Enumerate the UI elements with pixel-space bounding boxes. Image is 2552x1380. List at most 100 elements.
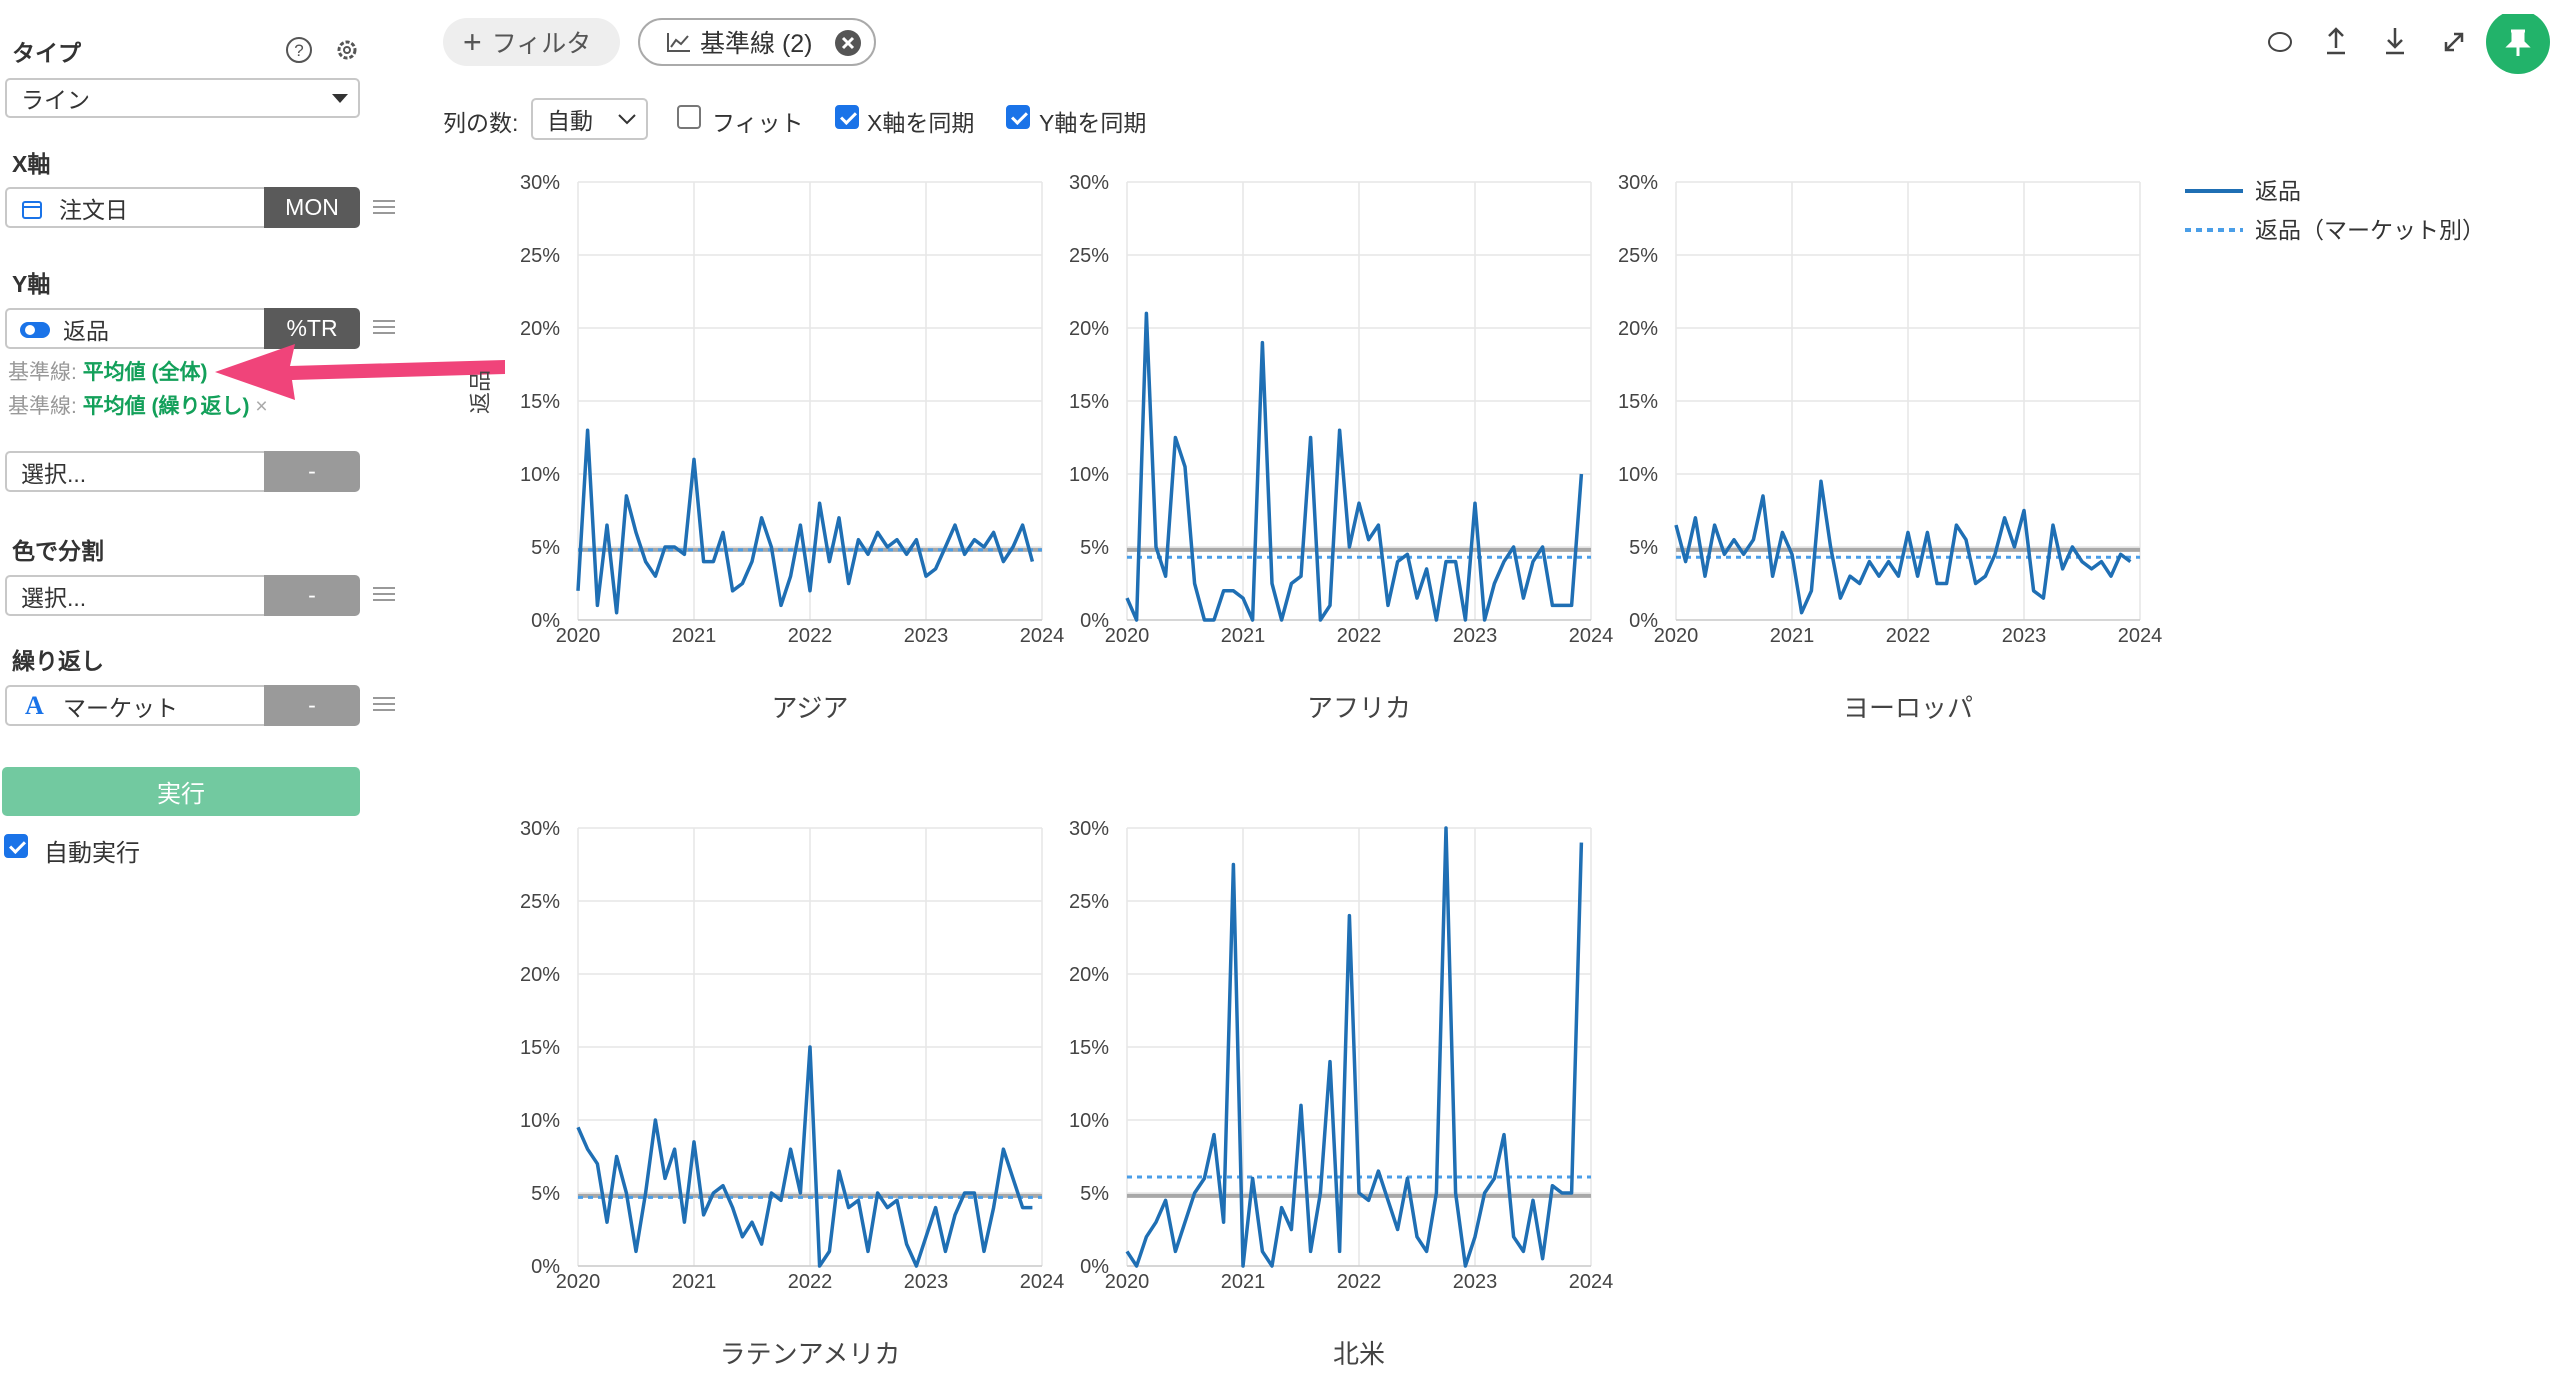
x-tick-label: 2020 [1105, 625, 1150, 647]
repeat-field[interactable]: A マーケット [5, 685, 267, 726]
y-tick-label: 25% [1069, 891, 1109, 913]
y-tick-label: 10% [1618, 464, 1658, 486]
y-tick-label: 30% [520, 172, 560, 194]
chart-title: アジア [772, 693, 849, 723]
comment-icon[interactable] [2268, 32, 2292, 52]
y-tick-label: 0% [531, 610, 560, 632]
y-tick-label: 20% [1069, 318, 1109, 340]
y-tick-label: 0% [1080, 1256, 1109, 1278]
x-tick-label: 2020 [556, 1271, 601, 1293]
x-tick-label: 2023 [1453, 1271, 1498, 1293]
x-tick-label: 2023 [1453, 625, 1498, 647]
x-tick-label: 2024 [1020, 625, 1065, 647]
x-tick-label: 2023 [2002, 625, 2047, 647]
y-tick-label: 15% [520, 391, 560, 413]
baseline-value[interactable]: 平均値 (繰り返し) [82, 395, 250, 418]
filter-label: フィルタ [491, 30, 592, 58]
menu-icon[interactable] [373, 320, 395, 334]
y-tick-label: 25% [520, 891, 560, 913]
data-line [1674, 479, 2132, 615]
remove-icon[interactable]: × [255, 395, 268, 418]
auto-run-label: 自動実行 [44, 840, 140, 867]
x-tick-label: 2021 [1770, 625, 1815, 647]
data-line [1125, 311, 1584, 622]
y-field-name: 返品 [63, 317, 109, 344]
baseline-chip[interactable]: 基準線 (2) [638, 18, 876, 66]
x-tick-label: 2021 [1221, 625, 1266, 647]
type-label: タイプ [12, 40, 81, 66]
settings-icon[interactable] [337, 40, 357, 60]
y-tick-label: 20% [1069, 964, 1109, 986]
extra-select[interactable]: 選択... [5, 451, 267, 492]
x-tick-label: 2024 [1020, 1271, 1065, 1293]
baseline-chip-label: 基準線 (2) [700, 30, 813, 58]
type-icons: ? [286, 37, 357, 63]
menu-icon[interactable] [373, 697, 395, 711]
y-tick-label: 5% [1080, 537, 1109, 559]
download-icon[interactable] [2386, 28, 2404, 55]
x-tick-label: 2022 [788, 1271, 833, 1293]
annotation-arrow [215, 344, 505, 400]
help-icon[interactable] [286, 37, 312, 63]
x-tick-label: 2022 [1337, 1271, 1382, 1293]
repeat-field-name: マーケット [63, 694, 178, 721]
x-axis-label: X軸 [12, 151, 51, 177]
y-tick-label: 30% [520, 818, 560, 840]
y-tick-label: 30% [1069, 172, 1109, 194]
baseline-row: 基準線: 平均値 (全体) [8, 356, 208, 386]
upload-icon[interactable] [2327, 27, 2345, 55]
run-button[interactable]: 実行 [2, 767, 360, 816]
y-tick-label: 15% [1069, 1037, 1109, 1059]
x-tick-label: 2024 [1569, 625, 1614, 647]
y-tick-label: 20% [1618, 318, 1658, 340]
settings-center [343, 46, 351, 54]
baseline-row: 基準線: 平均値 (繰り返し) × [8, 390, 268, 420]
x-agg[interactable]: MON [264, 187, 360, 228]
type-select[interactable]: ライン [5, 78, 360, 118]
sync-y-checkbox[interactable] [1006, 105, 1030, 129]
fit-checkbox[interactable] [677, 105, 701, 129]
repeat-label: 繰り返し [12, 648, 104, 674]
sync-x-label: X軸を同期 [867, 110, 975, 136]
filter-chip[interactable]: + フィルタ [443, 18, 620, 66]
close-icon[interactable] [834, 29, 862, 57]
y-tick-label: 25% [520, 245, 560, 267]
x-tick-label: 2023 [904, 625, 949, 647]
y-tick-label: 25% [1069, 245, 1109, 267]
extra-button[interactable]: - [264, 451, 360, 492]
x-tick-label: 2024 [1569, 1271, 1614, 1293]
x-field-name: 注文日 [59, 196, 128, 223]
baseline-value[interactable]: 平均値 (全体) [82, 361, 208, 384]
x-field[interactable]: 注文日 [5, 187, 267, 228]
y-tick-label: 5% [531, 1183, 560, 1205]
sync-y-label: Y軸を同期 [1039, 110, 1147, 136]
dropdown-arrow [618, 114, 636, 125]
chart-title: ラテンアメリカ [720, 1339, 901, 1369]
x-tick-label: 2020 [1654, 625, 1699, 647]
chart-icon [667, 33, 690, 52]
baseline-prefix: 基準線: [8, 395, 77, 418]
columns-select[interactable]: 自動 [531, 98, 648, 140]
y-tick-label: 0% [531, 1256, 560, 1278]
color-select[interactable]: 選択... [5, 575, 267, 616]
columns-value: 自動 [547, 108, 593, 134]
y-field[interactable]: 返品 [5, 308, 267, 349]
plus-icon: + [463, 23, 482, 60]
sync-x-checkbox[interactable] [835, 105, 859, 129]
color-button[interactable]: - [264, 575, 360, 616]
data-line [576, 428, 1035, 615]
baseline-prefix: 基準線: [8, 361, 77, 384]
expand-icon[interactable] [2444, 32, 2464, 52]
auto-run-checkbox[interactable] [4, 834, 28, 858]
y-agg[interactable]: %TR [264, 308, 360, 349]
menu-icon[interactable] [373, 587, 395, 601]
x-tick-label: 2021 [672, 1271, 717, 1293]
repeat-button[interactable]: - [264, 685, 360, 726]
color-label: 色で分割 [12, 538, 104, 564]
y-tick-label: 25% [1618, 245, 1658, 267]
toolbar-icons [2268, 14, 2550, 74]
pin-icon [2505, 29, 2531, 56]
menu-icon[interactable] [373, 200, 395, 214]
x-tick-label: 2020 [1105, 1271, 1150, 1293]
